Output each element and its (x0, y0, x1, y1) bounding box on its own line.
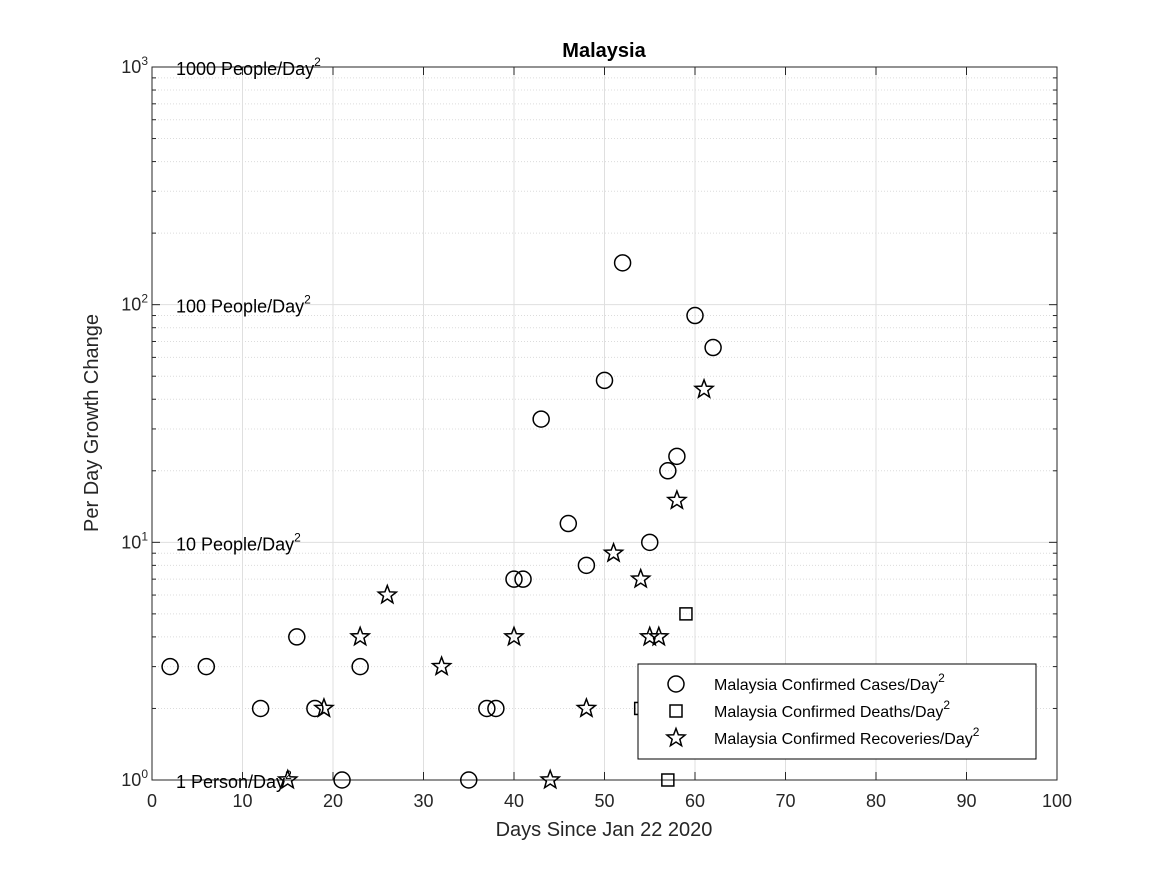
circle-marker (704, 338, 722, 357)
data-markers (161, 254, 722, 790)
x-tick-label: 70 (775, 791, 795, 811)
tick-labels: 0 10 20 30 40 50 60 70 80 90 100 100 101 102 103 (121, 54, 1072, 811)
y-tick-label: 102 (121, 292, 148, 315)
circle-marker (161, 657, 179, 676)
star-marker (430, 654, 453, 677)
legend: Malaysia Confirmed Cases/Day2 Malaysia Co… (637, 663, 1037, 760)
x-tick-label: 0 (147, 791, 157, 811)
star-marker (575, 696, 598, 718)
y-tick-label: 103 (121, 54, 148, 77)
star-marker (502, 625, 526, 647)
x-tick-label: 90 (956, 791, 976, 811)
circle-marker (197, 657, 216, 676)
y-tick-label: 101 (121, 529, 148, 552)
annotations: 1000 People/Day2 100 People/Day2 10 People… (176, 55, 321, 792)
circle-marker (559, 514, 578, 533)
legend-box (637, 663, 1037, 760)
x-tick-label: 10 (232, 791, 252, 811)
x-axis-title: Days Since Jan 22 2020 (496, 819, 713, 841)
star-marker (312, 696, 336, 718)
square-marker (661, 773, 675, 787)
star-marker (692, 377, 716, 399)
star-marker (539, 768, 562, 790)
axes (151, 66, 1058, 781)
circle-marker (487, 699, 505, 718)
circle-marker (460, 771, 478, 789)
circle-marker (641, 533, 659, 552)
square-marker (679, 607, 693, 621)
circle-marker (505, 570, 523, 588)
legend-square-marker (669, 704, 683, 718)
star-marker (647, 625, 670, 647)
y-axis-title: Per Day Growth Change (81, 314, 103, 532)
x-tick-label: 30 (413, 791, 433, 811)
circle-marker (595, 371, 614, 390)
x-tick-label: 20 (323, 791, 343, 811)
x-tick-label: 60 (685, 791, 705, 811)
reference-label: 1000 People/Day2 (176, 55, 321, 79)
circle-marker (306, 699, 324, 718)
circle-marker (478, 699, 496, 718)
circle-marker (577, 556, 596, 575)
circle-marker (514, 570, 532, 588)
reference-label: 1 Person/Day2 (176, 768, 292, 792)
y-tick-label: 100 (121, 767, 148, 790)
reference-label: 100 People/Day2 (176, 293, 311, 317)
circle-marker (288, 628, 306, 646)
legend-star-marker (664, 726, 688, 748)
star-marker (665, 488, 688, 510)
x-tick-label: 80 (866, 791, 886, 811)
star-marker (276, 768, 299, 790)
circle-marker (532, 410, 550, 428)
legend-circle-marker (667, 675, 685, 693)
legend-entry-label: Malaysia Confirmed Recoveries/Day2 (714, 725, 980, 748)
x-tick-label: 50 (594, 791, 614, 811)
star-marker (629, 567, 652, 589)
circle-marker (351, 657, 369, 676)
circle-marker (251, 699, 270, 718)
x-tick-label: 40 (504, 791, 524, 811)
circle-marker (333, 771, 351, 789)
legend-entry-label: Malaysia Confirmed Cases/Day2 (714, 671, 945, 694)
circle-marker (659, 462, 677, 480)
circle-marker (613, 254, 632, 272)
star-marker (376, 583, 399, 605)
star-marker (602, 541, 625, 563)
legend-entry-label: Malaysia Confirmed Deaths/Day2 (714, 698, 950, 721)
chart-title: Malaysia (562, 40, 646, 62)
x-tick-label: 100 (1042, 791, 1072, 811)
circle-marker (686, 306, 704, 325)
reference-label: 10 People/Day2 (176, 530, 301, 554)
circle-marker (668, 447, 686, 466)
star-marker (349, 625, 372, 647)
